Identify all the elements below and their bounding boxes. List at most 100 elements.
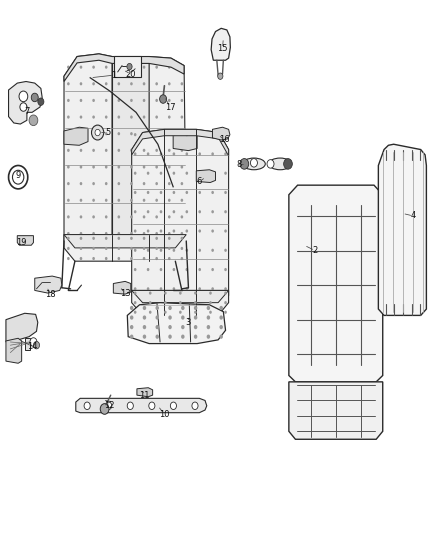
Text: 9: 9 (15, 171, 21, 180)
Circle shape (67, 149, 70, 152)
Circle shape (105, 132, 107, 135)
Circle shape (194, 325, 198, 329)
Circle shape (186, 133, 188, 136)
Circle shape (147, 268, 149, 271)
Circle shape (80, 82, 82, 85)
Circle shape (198, 268, 201, 271)
Circle shape (80, 66, 82, 69)
Circle shape (105, 247, 107, 250)
Circle shape (80, 257, 82, 260)
Text: 14: 14 (27, 342, 37, 351)
Circle shape (180, 182, 183, 185)
Polygon shape (173, 133, 197, 151)
Circle shape (168, 82, 170, 85)
Circle shape (155, 182, 158, 185)
Circle shape (67, 199, 70, 202)
Circle shape (186, 210, 188, 213)
Circle shape (105, 116, 107, 119)
Circle shape (117, 215, 120, 219)
Circle shape (105, 165, 107, 168)
Circle shape (20, 103, 27, 111)
Circle shape (155, 99, 158, 102)
Circle shape (143, 116, 145, 119)
Circle shape (12, 170, 24, 184)
Circle shape (130, 325, 134, 329)
Circle shape (127, 63, 132, 70)
Circle shape (92, 237, 95, 240)
Circle shape (130, 215, 133, 219)
Circle shape (194, 335, 198, 339)
Circle shape (143, 306, 146, 310)
Circle shape (92, 257, 95, 260)
Circle shape (160, 249, 162, 252)
Circle shape (168, 116, 170, 119)
Circle shape (117, 116, 120, 119)
Circle shape (207, 306, 210, 310)
Circle shape (198, 133, 201, 136)
Circle shape (194, 316, 198, 320)
Circle shape (224, 229, 227, 232)
Circle shape (180, 149, 183, 152)
Circle shape (92, 149, 95, 152)
Circle shape (92, 232, 95, 235)
Polygon shape (6, 313, 38, 342)
Circle shape (143, 165, 145, 168)
Circle shape (224, 268, 227, 271)
Circle shape (155, 116, 158, 119)
Circle shape (134, 287, 137, 290)
Circle shape (149, 402, 155, 409)
Circle shape (67, 165, 70, 168)
Circle shape (130, 335, 134, 339)
Polygon shape (196, 169, 215, 182)
Circle shape (168, 199, 170, 202)
Text: 1: 1 (112, 70, 117, 79)
Circle shape (147, 287, 149, 290)
Circle shape (180, 116, 183, 119)
Text: 6: 6 (197, 177, 202, 186)
Circle shape (198, 191, 201, 194)
Polygon shape (25, 338, 30, 351)
Circle shape (160, 172, 162, 175)
Text: 19: 19 (16, 238, 27, 247)
Circle shape (173, 249, 175, 252)
Circle shape (155, 199, 158, 202)
Circle shape (143, 199, 145, 202)
Circle shape (211, 172, 214, 175)
Polygon shape (212, 127, 230, 140)
Polygon shape (289, 185, 383, 382)
Polygon shape (132, 290, 229, 316)
Circle shape (117, 199, 120, 202)
Circle shape (180, 132, 183, 135)
Circle shape (143, 66, 145, 69)
Circle shape (173, 229, 175, 232)
Circle shape (173, 191, 175, 194)
Circle shape (130, 306, 134, 310)
Circle shape (143, 247, 145, 250)
Circle shape (134, 210, 137, 213)
Polygon shape (113, 281, 131, 294)
Circle shape (147, 249, 149, 252)
Circle shape (219, 335, 223, 339)
Circle shape (180, 215, 183, 219)
Circle shape (134, 152, 137, 156)
Circle shape (117, 132, 120, 135)
Circle shape (105, 99, 107, 102)
Circle shape (224, 311, 227, 314)
Circle shape (80, 215, 82, 219)
Circle shape (117, 66, 120, 69)
Text: 8: 8 (236, 160, 241, 169)
Circle shape (147, 229, 149, 232)
Circle shape (134, 249, 137, 252)
Circle shape (130, 199, 133, 202)
Circle shape (143, 149, 145, 152)
Circle shape (180, 247, 183, 250)
Circle shape (130, 165, 133, 168)
Circle shape (105, 66, 107, 69)
Polygon shape (64, 235, 186, 261)
Text: 7: 7 (24, 107, 30, 116)
Circle shape (211, 229, 214, 232)
Polygon shape (127, 303, 226, 344)
Polygon shape (9, 82, 42, 124)
Circle shape (105, 82, 107, 85)
Circle shape (130, 132, 133, 135)
